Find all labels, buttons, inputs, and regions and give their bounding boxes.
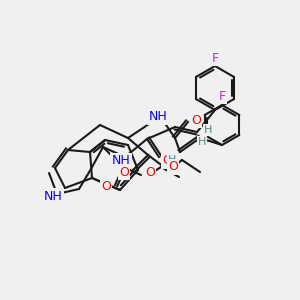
Text: NH: NH <box>148 110 167 124</box>
Text: O: O <box>101 181 111 194</box>
Text: O: O <box>119 166 129 178</box>
Text: H: H <box>168 155 176 165</box>
Text: O: O <box>168 160 178 173</box>
Text: O: O <box>191 113 201 127</box>
Text: NH: NH <box>44 190 62 202</box>
Text: O: O <box>162 154 172 167</box>
Text: F: F <box>212 52 219 64</box>
Text: F: F <box>218 89 226 103</box>
Text: H: H <box>159 112 167 122</box>
Text: H: H <box>198 137 206 147</box>
Text: H: H <box>204 125 212 135</box>
Text: O: O <box>145 166 155 178</box>
Text: NH: NH <box>112 154 130 167</box>
